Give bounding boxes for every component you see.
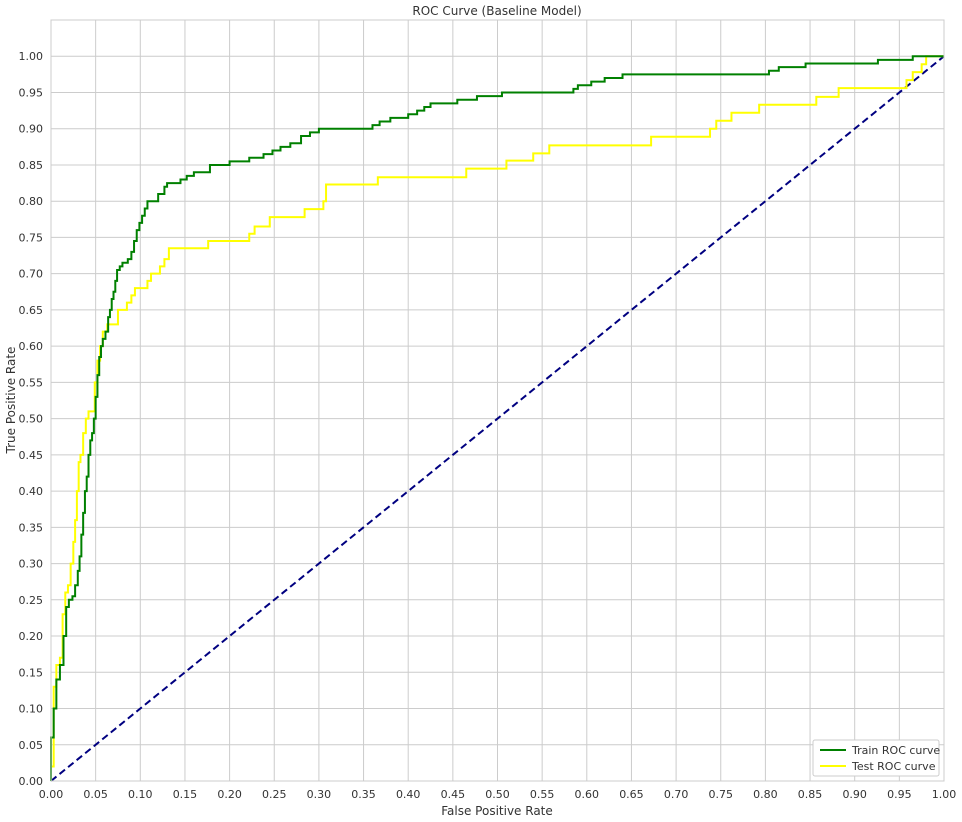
- x-tick-label: 0.35: [351, 788, 376, 801]
- test-roc-curve: [50, 55, 944, 781]
- x-tick-label: 1.00: [932, 788, 957, 801]
- y-tick-label: 0.55: [19, 376, 44, 389]
- series-layer: [50, 55, 945, 782]
- legend-label-train: Train ROC curve: [851, 744, 940, 757]
- grid-lines: [50, 20, 945, 782]
- y-tick-label: 0.35: [19, 521, 44, 534]
- x-tick-label: 0.90: [842, 788, 867, 801]
- x-tick-label: 0.25: [262, 788, 287, 801]
- y-tick-label: 0.95: [19, 86, 44, 99]
- y-tick-label: 0.60: [19, 340, 44, 353]
- x-tick-label: 0.60: [575, 788, 600, 801]
- x-tick-label: 0.50: [485, 788, 510, 801]
- y-tick-label: 1.00: [19, 50, 44, 63]
- x-tick-label: 0.40: [396, 788, 421, 801]
- x-tick-label: 0.65: [619, 788, 644, 801]
- x-tick-label: 0.15: [173, 788, 198, 801]
- y-tick-label: 0.15: [19, 666, 44, 679]
- chart-title: ROC Curve (Baseline Model): [412, 4, 581, 18]
- x-tick-label: 0.85: [798, 788, 823, 801]
- y-tick-label: 0.40: [19, 485, 44, 498]
- legend: Train ROC curve Test ROC curve: [812, 739, 940, 777]
- y-tick-label: 0.75: [19, 231, 44, 244]
- x-tick-label: 0.05: [83, 788, 108, 801]
- y-tick-labels: 0.00 0.05 0.10 0.15 0.20 0.25 0.30 0.35 0.40 0.45…: [19, 50, 44, 788]
- x-tick-label: 0.55: [530, 788, 555, 801]
- y-tick-label: 0.50: [19, 413, 44, 426]
- x-tick-label: 0.00: [39, 788, 64, 801]
- y-axis-label: True Positive Rate: [4, 347, 18, 455]
- y-tick-label: 0.30: [19, 558, 44, 571]
- y-tick-label: 0.05: [19, 739, 44, 752]
- x-tick-label: 0.75: [709, 788, 734, 801]
- y-tick-label: 0.70: [19, 268, 44, 281]
- x-tick-label: 0.80: [753, 788, 778, 801]
- y-tick-label: 0.65: [19, 304, 44, 317]
- y-tick-label: 0.85: [19, 159, 44, 172]
- x-tick-label: 0.10: [128, 788, 153, 801]
- plot-frame: [50, 19, 945, 782]
- y-tick-label: 0.10: [19, 703, 44, 716]
- chance-diagonal-line: [50, 55, 945, 782]
- legend-label-test: Test ROC curve: [851, 760, 936, 773]
- x-tick-labels: 0.00 0.05 0.10 0.15 0.20 0.25 0.30 0.35 0.40 0.45…: [39, 788, 957, 801]
- x-tick-label: 0.70: [664, 788, 689, 801]
- x-tick-label: 0.45: [441, 788, 466, 801]
- y-tick-label: 0.20: [19, 630, 44, 643]
- y-tick-label: 0.80: [19, 195, 44, 208]
- x-tick-label: 0.95: [887, 788, 912, 801]
- x-tick-label: 0.20: [217, 788, 242, 801]
- y-tick-label: 0.25: [19, 594, 44, 607]
- y-tick-label: 0.45: [19, 449, 44, 462]
- train-roc-curve: [50, 55, 944, 781]
- x-axis-label: False Positive Rate: [441, 804, 553, 818]
- y-tick-label: 0.90: [19, 123, 44, 136]
- x-tick-label: 0.30: [307, 788, 332, 801]
- y-tick-label: 0.00: [19, 775, 44, 788]
